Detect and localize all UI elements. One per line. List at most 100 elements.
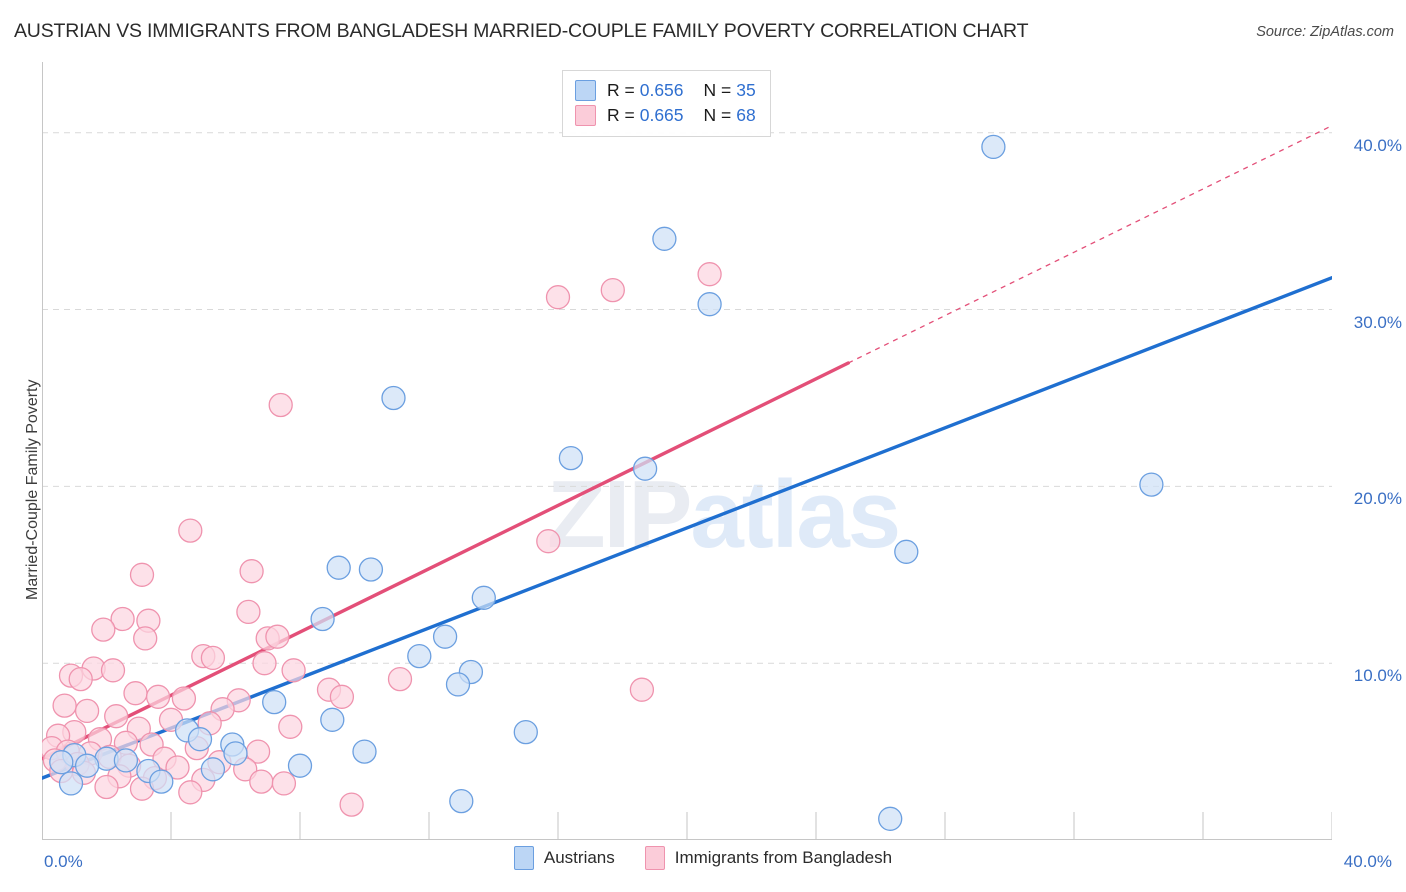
data-point — [320, 707, 345, 732]
data-point — [113, 748, 139, 773]
data-point — [145, 684, 171, 709]
points-austrians — [49, 134, 1164, 831]
legend-swatch-immigrants-bangladesh — [644, 846, 665, 870]
data-point — [129, 562, 155, 587]
data-point — [100, 658, 126, 683]
source-attribution: Source: ZipAtlas.com — [1256, 24, 1394, 40]
data-point — [239, 559, 264, 584]
r-value-immigrants: 0.665 — [639, 105, 684, 125]
data-point — [536, 529, 561, 554]
n-label-immigrants: N = — [703, 105, 732, 125]
data-point — [600, 277, 625, 303]
n-value-immigrants: 68 — [736, 105, 756, 125]
data-point — [74, 753, 100, 778]
data-point — [697, 292, 722, 317]
data-point — [381, 385, 406, 411]
legend-label-immigrants-bangladesh: Immigrants from Bangladesh — [674, 848, 893, 867]
data-point — [252, 651, 277, 676]
data-point — [278, 714, 303, 739]
y-axis-tick-label: 40.0% — [1353, 135, 1402, 155]
r-label-immigrants: R = — [607, 105, 635, 125]
data-point — [265, 624, 290, 649]
data-point — [171, 686, 197, 711]
data-point — [697, 262, 722, 287]
y-axis-title: Married-Couple Family Poverty — [0, 0, 41, 892]
y-axis-tick-label: 20.0% — [1353, 489, 1402, 509]
page-title: AUSTRIAN VS IMMIGRANTS FROM BANGLADESH M… — [14, 20, 1029, 42]
data-point — [558, 445, 584, 471]
data-point — [652, 226, 677, 251]
data-point — [326, 555, 351, 580]
data-point — [545, 285, 571, 310]
legend-item-immigrants-bangladesh[interactable]: Immigrants from Bangladesh — [644, 846, 893, 870]
n-label-austrians: N = — [703, 80, 732, 100]
data-point — [149, 769, 174, 794]
data-point — [200, 645, 226, 671]
data-point — [123, 681, 148, 706]
data-point — [329, 684, 355, 709]
data-point — [352, 739, 377, 764]
data-point — [407, 643, 432, 669]
data-point — [878, 806, 903, 831]
points-immigrants-bangladesh — [42, 262, 722, 817]
r-value-austrians: 0.656 — [639, 80, 684, 100]
data-point — [249, 769, 274, 794]
data-point — [52, 693, 77, 718]
data-point — [310, 606, 335, 632]
data-point — [1139, 472, 1164, 497]
data-point — [74, 698, 100, 724]
series-legend: Austrians Immigrants from Bangladesh — [0, 846, 1406, 870]
correlation-stats-legend: R = 0.656 N = 35 R = 0.665 N = 68 — [562, 70, 771, 137]
data-point — [387, 666, 413, 692]
x-axis-min-label: 0.0% — [44, 852, 83, 871]
data-point — [471, 585, 496, 610]
data-point — [200, 757, 226, 782]
data-point — [281, 658, 306, 683]
x-axis-max-label: 40.0% — [1343, 852, 1392, 871]
trend-lines — [42, 125, 1332, 780]
legend-label-austrians: Austrians — [543, 848, 615, 867]
data-point — [513, 719, 538, 745]
data-point — [287, 753, 313, 778]
n-value-austrians: 35 — [736, 80, 756, 100]
legend-swatch-austrians — [513, 846, 534, 870]
data-point — [110, 606, 135, 632]
stats-row-immigrants-bangladesh: R = 0.665 N = 68 — [575, 103, 756, 128]
data-point — [178, 518, 203, 543]
data-point — [58, 771, 84, 796]
data-point — [187, 727, 213, 752]
data-point — [223, 741, 248, 766]
data-point — [236, 599, 261, 625]
y-axis-tick-label: 10.0% — [1353, 666, 1402, 686]
y-axis-tick-label: 30.0% — [1353, 312, 1402, 332]
data-point — [445, 672, 471, 697]
data-point — [165, 755, 190, 780]
r-label-austrians: R = — [607, 80, 635, 100]
data-point — [68, 666, 93, 692]
stats-row-austrians: R = 0.656 N = 35 — [575, 78, 756, 103]
pink-swatch-icon — [575, 105, 596, 126]
data-point — [981, 134, 1006, 160]
scatter-plot-svg — [42, 62, 1332, 840]
plot-area: ZIPatlas — [42, 62, 1332, 840]
axis-lines — [42, 62, 1332, 840]
x-axis-ticks — [42, 812, 1332, 840]
data-point — [629, 677, 655, 702]
data-point — [262, 689, 287, 715]
data-point — [432, 624, 458, 649]
data-point — [449, 788, 474, 814]
data-point — [268, 392, 293, 418]
legend-item-austrians[interactable]: Austrians — [513, 846, 615, 870]
data-point — [104, 704, 129, 729]
blue-swatch-icon — [575, 80, 596, 101]
data-point — [339, 792, 364, 817]
data-point — [178, 780, 203, 805]
data-point — [133, 626, 158, 651]
data-point — [632, 456, 658, 481]
data-point — [271, 771, 297, 796]
data-point — [49, 750, 74, 775]
data-point — [91, 617, 116, 642]
y-axis-title-label: Married-Couple Family Poverty — [24, 379, 41, 600]
data-point — [358, 557, 384, 582]
